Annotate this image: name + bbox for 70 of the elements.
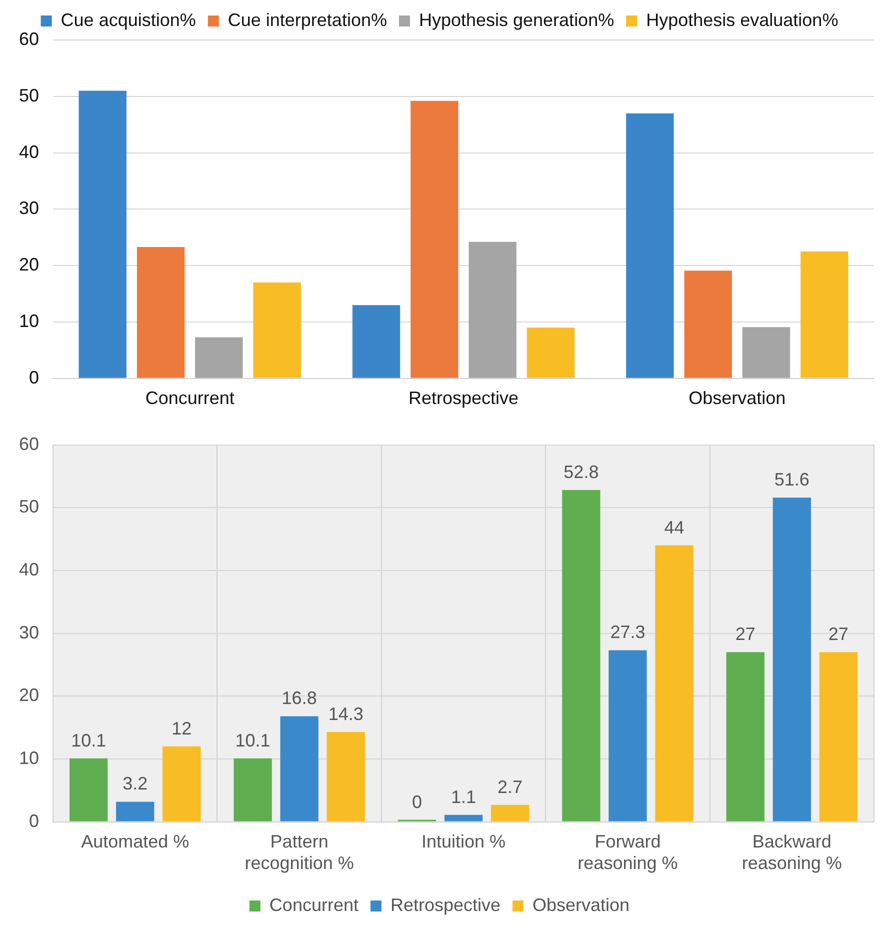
data-label: 14.3	[328, 704, 364, 724]
bar	[772, 498, 811, 822]
data-label: 12	[172, 718, 192, 738]
bar	[742, 327, 790, 378]
x-tick-label: Automated %	[81, 832, 190, 852]
bar	[468, 242, 516, 378]
legend-label: Hypothesis generation%	[418, 10, 614, 30]
legend-label: Retrospective	[390, 894, 501, 915]
legend-label: Cue acquistion%	[60, 10, 196, 30]
data-label: 44	[664, 517, 684, 538]
legend-label: Cue interpretation%	[228, 10, 387, 30]
x-tick-label: Retrospective	[408, 388, 519, 408]
y-tick-label: 50	[18, 496, 40, 517]
data-label: 27	[828, 624, 848, 644]
bar	[136, 246, 185, 378]
bar	[655, 545, 694, 822]
x-tick-label: Pattern recognition %	[244, 832, 354, 874]
data-label: 1.1	[450, 786, 476, 807]
y-tick-label: 20	[18, 254, 40, 275]
data-label: 16.8	[282, 688, 317, 708]
data-label: 27	[735, 624, 756, 644]
x-tick-label: Forward reasoning %	[578, 832, 678, 874]
bar	[444, 814, 483, 822]
bar	[162, 746, 201, 822]
bar	[78, 90, 126, 378]
data-label: 2.7	[498, 776, 523, 797]
bar	[626, 113, 674, 378]
bar	[352, 305, 400, 378]
bar	[726, 652, 764, 822]
legend-label: Hypothesis evaluation%	[646, 10, 838, 30]
bar	[684, 270, 732, 378]
x-tick-label: Observation	[688, 388, 786, 408]
data-label: 52.8	[564, 462, 599, 482]
bar	[410, 100, 458, 378]
bar	[526, 328, 575, 378]
x-tick-label: Backward reasoning %	[742, 832, 842, 874]
bar	[70, 758, 108, 822]
y-tick-label: 0	[29, 367, 40, 388]
bar	[280, 716, 318, 822]
y-tick-label: 0	[29, 810, 40, 831]
data-label: 10.1	[71, 730, 106, 750]
bar	[234, 758, 272, 822]
bar	[800, 252, 848, 378]
bar	[562, 490, 600, 822]
bar	[608, 650, 647, 822]
bar	[326, 732, 365, 822]
data-label: 51.6	[774, 470, 810, 490]
bar	[819, 652, 858, 822]
bar	[116, 802, 154, 822]
y-tick-label: 30	[18, 198, 40, 218]
y-tick-label: 40	[18, 559, 40, 580]
bar	[490, 804, 530, 822]
y-tick-label: 10	[18, 748, 40, 768]
x-tick-label: Concurrent	[145, 388, 234, 408]
data-label: 3.2	[122, 774, 148, 794]
data-label: 0	[412, 792, 422, 812]
y-tick-label: 20	[18, 685, 40, 706]
x-tick-label: Intuition %	[421, 832, 506, 852]
legend-label: Observation	[532, 894, 630, 915]
y-tick-label: 50	[18, 85, 40, 106]
y-tick-label: 30	[18, 622, 40, 642]
bar	[195, 337, 243, 378]
y-tick-label: 60	[18, 28, 40, 49]
y-tick-label: 60	[18, 434, 40, 454]
y-tick-label: 40	[18, 142, 40, 162]
y-tick-label: 10	[18, 310, 40, 331]
data-label: 27.3	[610, 622, 646, 642]
bar	[253, 282, 301, 378]
data-label: 10.1	[235, 730, 270, 750]
legend-label: Concurrent	[269, 894, 358, 915]
